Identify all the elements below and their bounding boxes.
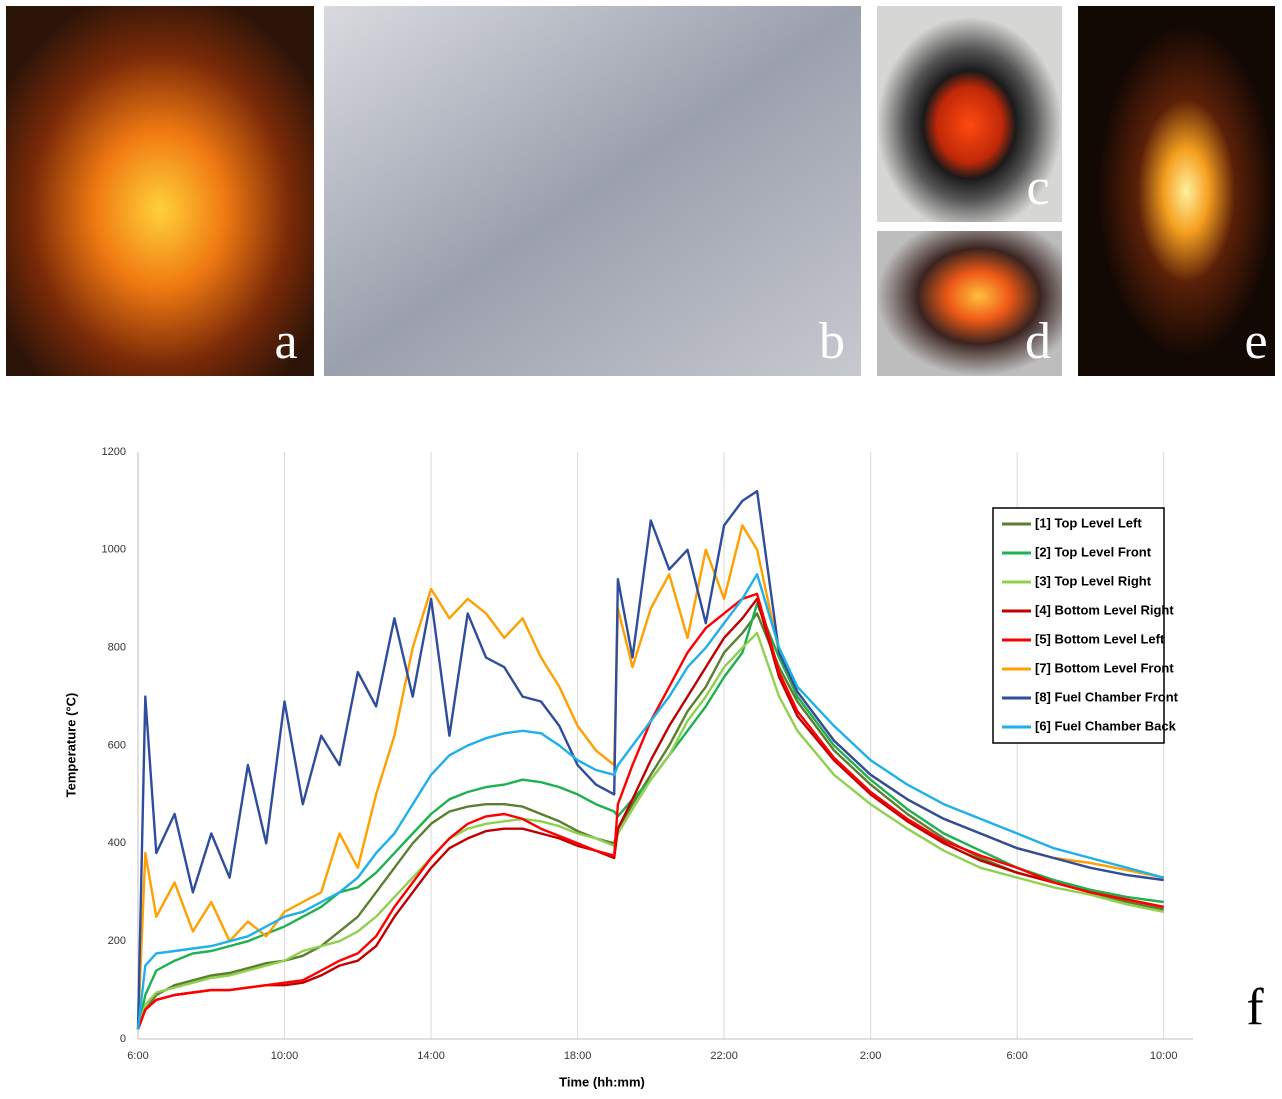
legend-label: [6] Fuel Chamber Back [1035,718,1177,733]
figure: a b c d e f Time (hh:mm) Temperature (°C… [0,0,1282,1094]
photo-label: d [1025,313,1051,370]
legend-label: [8] Fuel Chamber Front [1035,689,1179,704]
y-tick-label: 0 [120,1033,126,1045]
y-tick-label: 200 [108,935,126,947]
y-tick-label: 1200 [102,446,126,458]
legend-label: [4] Bottom Level Right [1035,602,1174,617]
y-tick-label: 400 [108,837,126,849]
legend-label: [2] Top Level Front [1035,544,1152,559]
photos: a b c d e [6,6,1275,376]
y-axis-title: Temperature (°C) [63,693,78,798]
x-tick-label: 14:00 [417,1050,445,1062]
x-tick-label: 18:00 [564,1050,592,1062]
x-tick-label: 10:00 [1150,1050,1178,1062]
photo-b [324,6,861,376]
y-tick-label: 800 [108,642,126,654]
x-tick-label: 10:00 [271,1050,299,1062]
x-axis-title: Time (hh:mm) [559,1074,645,1089]
legend-box [993,508,1164,743]
x-tick-label: 22:00 [710,1050,738,1062]
legend-label: [7] Bottom Level Front [1035,660,1174,675]
legend-label: [5] Bottom Level Left [1035,631,1165,646]
legend-label: [1] Top Level Left [1035,515,1142,530]
y-tick-label: 600 [108,739,126,751]
photo-a [6,6,314,376]
y-tick-label: 1000 [102,544,126,556]
x-tick-label: 6:00 [1006,1050,1027,1062]
photo-label: e [1244,313,1267,370]
x-tick-label: 2:00 [860,1050,881,1062]
photo-label: c [1026,159,1049,216]
x-tick-label: 6:00 [127,1050,148,1062]
legend-label: [3] Top Level Right [1035,573,1152,588]
photo-label: b [819,313,845,370]
photo-label: a [274,313,297,370]
panel-label: f [1246,979,1264,1036]
plot: 6:00 10:00 14:00 18:00 22:00 2:00 6:00 10:00 0 20… [102,446,1193,1062]
